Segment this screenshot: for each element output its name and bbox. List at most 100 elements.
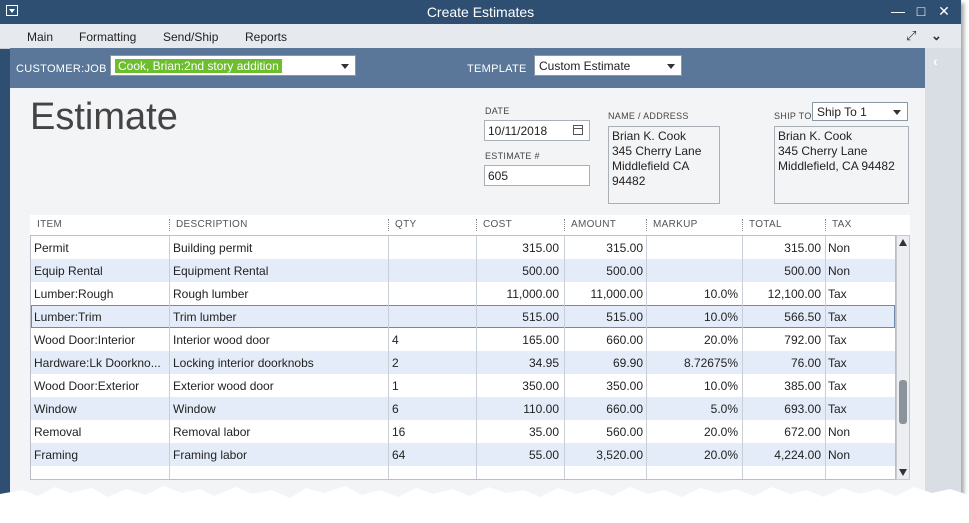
cell-cost[interactable]: 55.00 xyxy=(528,448,559,462)
cell-cost[interactable]: 515.00 xyxy=(522,310,559,324)
table-row[interactable]: Framing Framing labor 64 55.00 3,520.00 20.0%… xyxy=(31,443,895,466)
cell-amount[interactable]: 11,000.00 xyxy=(590,287,644,301)
cell-cost[interactable]: 11,000.00 xyxy=(506,287,560,301)
cell-amount[interactable]: 315.00 xyxy=(606,241,643,255)
maximize-icon[interactable]: □ xyxy=(916,3,926,19)
cell-markup[interactable]: 10.0% xyxy=(703,287,738,301)
column-header-cost[interactable]: COST xyxy=(483,219,512,230)
column-divider[interactable] xyxy=(564,219,565,231)
scroll-thumb[interactable] xyxy=(899,380,907,424)
cell-tax[interactable]: Tax xyxy=(828,402,847,416)
cell-tax[interactable]: Tax xyxy=(828,333,847,347)
cell-cost[interactable]: 500.00 xyxy=(522,264,559,278)
cell-item[interactable]: Removal xyxy=(34,425,82,439)
cell-markup[interactable]: 20.0% xyxy=(703,333,738,347)
date-field[interactable]: 10/11/2018 xyxy=(484,120,590,141)
cell-tax[interactable]: Tax xyxy=(828,310,847,324)
cell-item[interactable]: Wood Door:Exterior xyxy=(34,379,140,393)
cell-description[interactable]: Exterior wood door xyxy=(173,379,274,393)
cell-total[interactable]: 792.00 xyxy=(784,333,821,347)
cell-cost[interactable]: 165.00 xyxy=(522,333,559,347)
cell-total[interactable]: 693.00 xyxy=(784,402,821,416)
cell-description[interactable]: Window xyxy=(173,402,216,416)
cell-item[interactable]: Equip Rental xyxy=(34,264,103,278)
column-header-description[interactable]: DESCRIPTION xyxy=(176,219,248,230)
system-menu-icon[interactable] xyxy=(6,5,18,16)
cell-tax[interactable]: Non xyxy=(828,425,851,439)
table-row[interactable]: Wood Door:Interior Interior wood door 4 165… xyxy=(31,328,895,351)
cell-tax[interactable]: Non xyxy=(828,264,851,278)
column-header-qty[interactable]: QTY xyxy=(395,219,417,230)
cell-qty[interactable]: 64 xyxy=(392,448,406,462)
table-row[interactable]: Lumber:Rough Rough lumber 11,000.00 11,000.… xyxy=(31,282,895,305)
vertical-scrollbar[interactable] xyxy=(896,235,910,480)
cell-item[interactable]: Window xyxy=(34,402,77,416)
column-divider[interactable] xyxy=(169,219,170,231)
column-divider[interactable] xyxy=(825,219,826,231)
table-row[interactable]: Window Window 6 110.00 660.00 5.0% 693.00 Tax xyxy=(31,397,895,420)
cell-amount[interactable]: 660.00 xyxy=(606,333,643,347)
cell-amount[interactable]: 515.00 xyxy=(606,310,643,324)
cell-cost[interactable]: 315.00 xyxy=(522,241,559,255)
table-row[interactable]: Permit Building permit 315.00 315.00 315.00 N… xyxy=(31,236,895,259)
name-address-field[interactable]: Brian K. Cook 345 Cherry Lane Middlefiel… xyxy=(608,126,720,204)
cell-amount[interactable]: 350.00 xyxy=(606,379,643,393)
calendar-icon[interactable] xyxy=(573,125,583,135)
cell-description[interactable]: Framing labor xyxy=(173,448,248,462)
cell-description[interactable]: Trim lumber xyxy=(173,310,237,324)
cell-tax[interactable]: Non xyxy=(828,241,851,255)
column-divider[interactable] xyxy=(388,219,389,231)
cell-markup[interactable]: 10.0% xyxy=(703,379,738,393)
table-row[interactable]: Wood Door:Exterior Exterior wood door 1 350… xyxy=(31,374,895,397)
cell-markup[interactable]: 20.0% xyxy=(703,425,738,439)
cell-cost[interactable]: 34.95 xyxy=(528,356,559,370)
table-row[interactable]: Equip Rental Equipment Rental 500.00 500.00… xyxy=(31,259,895,282)
cell-total[interactable]: 76.00 xyxy=(790,356,821,370)
menu-send-ship[interactable]: Send/Ship xyxy=(163,30,219,44)
chevron-down-icon[interactable]: ⌄ xyxy=(931,28,942,43)
column-divider[interactable] xyxy=(646,219,647,231)
cell-description[interactable]: Building permit xyxy=(173,241,253,255)
cell-description[interactable]: Interior wood door xyxy=(173,333,270,347)
ship-to-select[interactable]: Ship To 1 xyxy=(812,102,908,121)
scroll-down-icon[interactable] xyxy=(899,469,907,476)
column-divider[interactable] xyxy=(742,219,743,231)
menu-reports[interactable]: Reports xyxy=(245,30,288,44)
table-row[interactable]: Hardware:Lk Doorkno... Locking interior d… xyxy=(31,351,895,374)
cell-qty[interactable]: 2 xyxy=(392,356,399,370)
cell-item[interactable]: Framing xyxy=(34,448,79,462)
cell-cost[interactable]: 350.00 xyxy=(522,379,559,393)
cell-tax[interactable]: Tax xyxy=(828,379,847,393)
cell-item[interactable]: Hardware:Lk Doorkno... xyxy=(34,356,161,370)
cell-markup[interactable]: 5.0% xyxy=(710,402,738,416)
history-panel-toggle[interactable]: ‹ xyxy=(925,48,961,516)
cell-total[interactable]: 12,100.00 xyxy=(767,287,821,301)
cell-amount[interactable]: 560.00 xyxy=(606,425,643,439)
scroll-up-icon[interactable] xyxy=(899,239,907,246)
cell-description[interactable]: Removal labor xyxy=(173,425,251,439)
close-icon[interactable]: ✕ xyxy=(938,3,950,19)
estimate-number-field[interactable]: 605 xyxy=(484,165,590,186)
cell-amount[interactable]: 500.00 xyxy=(606,264,643,278)
cell-qty[interactable]: 1 xyxy=(392,379,399,393)
cell-total[interactable]: 566.50 xyxy=(784,310,821,324)
cell-qty[interactable]: 16 xyxy=(392,425,406,439)
cell-markup[interactable]: 10.0% xyxy=(703,310,738,324)
cell-description[interactable]: Equipment Rental xyxy=(173,264,269,278)
menu-formatting[interactable]: Formatting xyxy=(79,30,137,44)
expand-icon[interactable]: ⤢ xyxy=(906,28,917,43)
ship-to-address-field[interactable]: Brian K. Cook 345 Cherry Lane Middlefiel… xyxy=(774,126,909,204)
column-header-tax[interactable]: TAX xyxy=(832,219,852,230)
minimize-icon[interactable]: — xyxy=(891,3,905,19)
customer-job-select[interactable]: Cook, Brian:2nd story addition xyxy=(110,55,356,76)
cell-cost[interactable]: 110.00 xyxy=(523,402,559,416)
cell-qty[interactable]: 6 xyxy=(392,402,399,416)
table-row[interactable]: Removal Removal labor 16 35.00 560.00 20.0% 67… xyxy=(31,420,895,443)
cell-item[interactable]: Lumber:Rough xyxy=(34,287,114,301)
table-row[interactable]: Lumber:Trim Trim lumber 515.00 515.00 10.0% 5… xyxy=(31,305,895,328)
cell-markup[interactable]: 8.72675% xyxy=(683,356,738,370)
cell-cost[interactable]: 35.00 xyxy=(528,425,559,439)
cell-total[interactable]: 4,224.00 xyxy=(774,448,821,462)
cell-tax[interactable]: Tax xyxy=(828,356,847,370)
column-header-markup[interactable]: MARKUP xyxy=(653,219,698,230)
